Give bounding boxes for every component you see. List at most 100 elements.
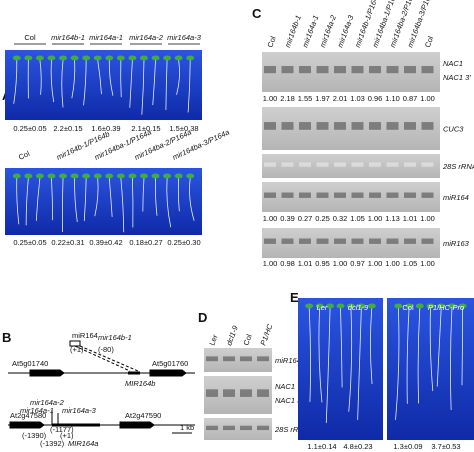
band [351, 162, 364, 167]
band [386, 162, 399, 167]
length-ratio: 1.1±0.14 [307, 442, 336, 451]
diagram-label: (-1390) [22, 431, 47, 440]
root [187, 59, 191, 113]
diagram-label: At2g47590 [125, 411, 161, 420]
diagram-label: MIR164a [68, 439, 98, 448]
seedling-leaf [47, 173, 56, 179]
root [417, 307, 421, 404]
root [83, 177, 87, 221]
genotype-label: dcl1-9 [348, 303, 369, 312]
blot-label: NAC1 [443, 59, 463, 68]
quant-value: 1.00 [420, 214, 435, 223]
diagram-label: MIR164b [125, 379, 155, 388]
seedling-leaf [186, 55, 195, 61]
band [351, 238, 364, 244]
seedling-leaf [128, 173, 137, 179]
quant-value: 1.97 [315, 94, 330, 103]
band [404, 162, 416, 167]
seedling-leaf [346, 303, 355, 309]
length-ratio: 1.3±0.09 [393, 442, 422, 451]
panel-label: D [198, 310, 207, 325]
seedling-leaf [394, 303, 403, 309]
root [370, 307, 373, 384]
quant-value: 2.18 [280, 94, 295, 103]
band [421, 122, 434, 130]
quant-value: 1.05 [403, 259, 418, 268]
root [152, 59, 156, 106]
quant-value: 0.96 [368, 94, 383, 103]
seedling-leaf [70, 55, 79, 61]
band [316, 238, 329, 244]
lane-label: mir164a-1 [300, 14, 320, 49]
root [406, 307, 410, 404]
root [154, 177, 158, 216]
length-ratio: 0.22±0.31 [51, 238, 84, 247]
quant-value: 1.00 [263, 214, 278, 223]
genotype-label: Ler [317, 303, 328, 312]
blot-label: NAC1 [275, 382, 295, 391]
seedling-leaf [163, 173, 172, 179]
band [369, 192, 381, 198]
band [299, 238, 311, 244]
band [316, 122, 329, 130]
root [129, 59, 133, 108]
diagram-label: mir164a-1 [20, 406, 54, 415]
band [404, 66, 416, 74]
band [334, 192, 346, 198]
lane-label: Ler [207, 333, 219, 347]
seedling-leaf [426, 303, 435, 309]
band [223, 425, 235, 431]
length-ratio: 0.25±0.05 [13, 124, 46, 133]
root [176, 59, 180, 95]
quant-value: 1.00 [333, 259, 348, 268]
diagram-label: At5g01760 [152, 359, 188, 368]
blot-label: CUC3 [443, 125, 464, 134]
quant-value: 1.03 [350, 94, 365, 103]
band [206, 389, 218, 397]
band [257, 425, 269, 431]
genotype-label: Col [17, 149, 31, 162]
band [334, 162, 346, 167]
lane-label: P1/HC [258, 322, 274, 346]
seedling-leaf [139, 55, 148, 61]
seedling-leaf [367, 303, 376, 309]
seedling-leaf [186, 173, 195, 179]
length-ratio: 4.8±0.23 [343, 442, 372, 451]
length-ratio: 3.7±0.53 [431, 442, 460, 451]
blot [204, 418, 272, 440]
root [308, 307, 311, 402]
blot-label: miR164 [275, 356, 301, 365]
root [189, 177, 195, 221]
length-ratio: 0.39±0.42 [89, 238, 122, 247]
root [461, 307, 464, 386]
band [206, 356, 218, 362]
quant-value: 0.98 [280, 259, 295, 268]
band [316, 162, 329, 167]
band [386, 192, 399, 198]
band [299, 192, 311, 198]
blot-label: NAC1 3′ [443, 73, 471, 82]
seedling-leaf [116, 55, 125, 61]
band [351, 122, 364, 130]
band [223, 389, 235, 397]
diagram-label: At2g47580 [10, 411, 46, 420]
band [369, 238, 381, 244]
seedling-leaf [24, 173, 33, 179]
quant-value: 1.00 [385, 259, 400, 268]
band [240, 356, 252, 362]
root [120, 177, 125, 233]
band [404, 122, 416, 130]
length-ratio: 2.2±0.15 [53, 124, 82, 133]
root [97, 59, 102, 95]
root [357, 307, 362, 420]
band [386, 238, 399, 244]
root [177, 177, 180, 212]
seedling-leaf [82, 173, 91, 179]
lane-label: Col [265, 35, 277, 49]
blot-label: miR164 [443, 193, 469, 202]
panel-label: B [2, 330, 11, 345]
quant-value: 1.00 [420, 94, 435, 103]
root [348, 307, 353, 412]
